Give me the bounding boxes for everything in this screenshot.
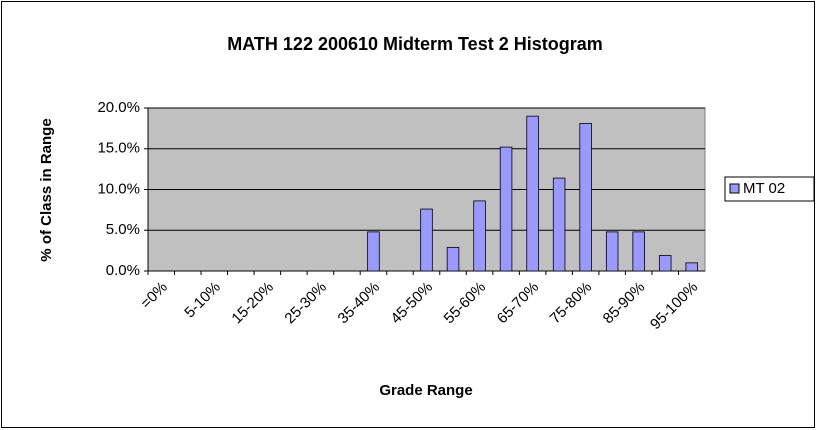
y-tick-label: 10.0%: [97, 180, 140, 197]
y-axis-title: % of Class in Range: [38, 118, 55, 261]
bar: [552, 177, 566, 272]
bar: [526, 115, 539, 272]
legend-label: MT 02: [743, 180, 785, 197]
y-tick-label: 20.0%: [97, 99, 140, 116]
bar: [367, 231, 380, 272]
y-tick-label: 15.0%: [97, 140, 140, 157]
bar: [658, 255, 672, 272]
bar: [420, 208, 433, 272]
y-tick-label: 5.0%: [106, 221, 140, 238]
bar: [579, 123, 592, 272]
bar: [685, 262, 698, 272]
bar: [605, 231, 619, 272]
bar: [499, 146, 513, 272]
bar: [632, 231, 645, 272]
bar: [446, 246, 460, 272]
legend-box: [724, 176, 815, 202]
legend-swatch: [729, 183, 740, 194]
y-tick-label: 0.0%: [106, 262, 140, 279]
chart-title: MATH 122 200610 Midterm Test 2 Histogram: [227, 34, 602, 54]
x-axis-title: Grade Range: [379, 382, 472, 399]
bar: [473, 200, 486, 272]
